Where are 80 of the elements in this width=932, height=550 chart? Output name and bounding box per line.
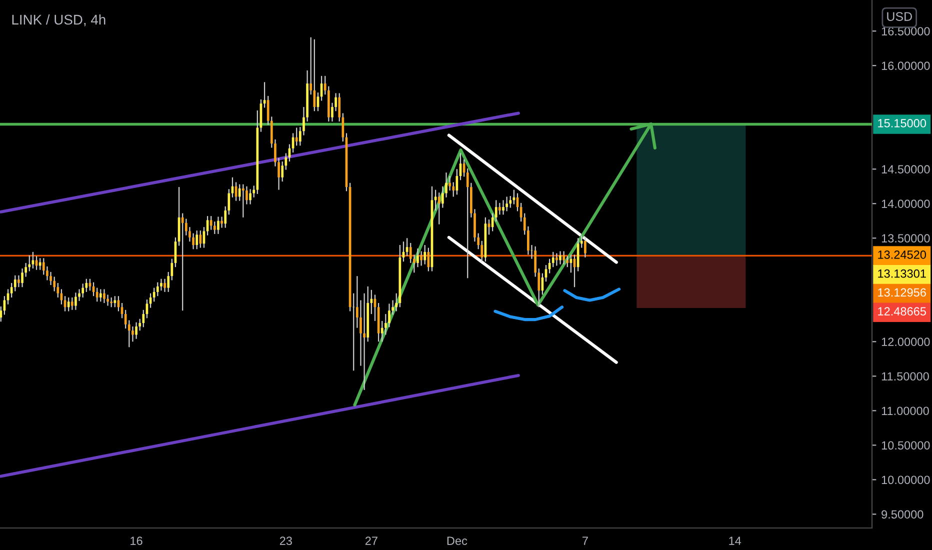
candlestick (181, 212, 184, 312)
candlestick (196, 230, 198, 250)
candlestick (424, 244, 426, 265)
candlestick (74, 292, 77, 310)
x-tick-label: 7 (582, 536, 588, 545)
text: LINK / USD, 4h (12, 14, 106, 26)
candlestick (281, 160, 284, 182)
candlestick (556, 252, 558, 266)
x-tick-label: Dec (447, 536, 468, 546)
candlestick (32, 251, 34, 270)
candlestick (506, 196, 508, 212)
y-tick-label: 11.00000 (882, 406, 929, 416)
text: 13.13301 (878, 269, 926, 278)
candlestick (448, 175, 451, 192)
candlestick (18, 274, 20, 288)
candlestick (156, 282, 159, 297)
candlestick (114, 296, 116, 308)
candlestick (388, 303, 390, 328)
candlestick (0, 306, 2, 322)
y-tick-label: 9.50000 (882, 510, 924, 519)
y-tick-label: 10.50000 (882, 441, 930, 450)
candlestick (199, 230, 202, 248)
candlestick (242, 184, 244, 218)
candlestick (363, 292, 366, 391)
ref-line-label: 15.15000 (878, 119, 926, 128)
candlestick (14, 274, 16, 292)
y-tick-label: 14.00000 (882, 200, 930, 208)
y-tick-label: 16.00000 (882, 62, 930, 70)
text: 13.12956 (878, 288, 926, 297)
candlestick (466, 168, 469, 279)
candlestick (103, 288, 106, 304)
candlestick (295, 127, 298, 146)
x-tick-label: 16 (130, 536, 142, 546)
y-tick-label: 13.50000 (882, 234, 930, 243)
candlestick (313, 38, 316, 112)
x-tick-label: 23 (280, 536, 292, 546)
candlestick (509, 195, 512, 208)
candlestick (67, 296, 70, 312)
candlestick (562, 250, 565, 265)
candlestick (552, 251, 554, 268)
candlestick (99, 288, 102, 302)
ref-line-label: 13.24520 (878, 250, 926, 259)
candlestick (494, 200, 498, 222)
candlestick (21, 268, 24, 288)
candlestick (438, 192, 440, 225)
candlestick (580, 234, 583, 248)
y-tick-label: 16.50000 (882, 27, 930, 36)
candlestick (559, 250, 562, 265)
candlestick (142, 309, 145, 328)
y-tick-label: 10.00000 (882, 476, 930, 484)
x-tick-label: 27 (365, 536, 378, 545)
candlestick (498, 202, 501, 216)
candlestick (96, 287, 98, 302)
candlestick (38, 258, 42, 270)
candlestick (53, 276, 56, 292)
candlestick (420, 250, 422, 266)
text: 12.48665 (878, 307, 926, 316)
candlestick (416, 248, 419, 268)
candlestick (395, 292, 398, 312)
candlestick (70, 296, 74, 310)
y-tick-label: 14.50000 (882, 165, 930, 174)
candlestick (246, 186, 248, 205)
x-tick-label: 14 (729, 536, 742, 545)
candlestick (249, 188, 252, 205)
candlestick (46, 266, 48, 281)
candlestick (110, 296, 113, 308)
candlestick (213, 221, 216, 235)
candlestick (132, 326, 134, 342)
y-tick-label: 11.50000 (882, 372, 929, 381)
candlestick (164, 278, 166, 293)
text: USD (887, 12, 912, 21)
y-tick-label: 12.00000 (882, 338, 930, 346)
candlestick (217, 216, 220, 235)
candlestick (220, 216, 223, 228)
candlestick (160, 278, 162, 292)
candlestick (502, 200, 504, 216)
candlestick (135, 322, 138, 340)
candlestick (584, 236, 586, 258)
candlestick (82, 283, 84, 298)
candlestick (210, 215, 212, 230)
